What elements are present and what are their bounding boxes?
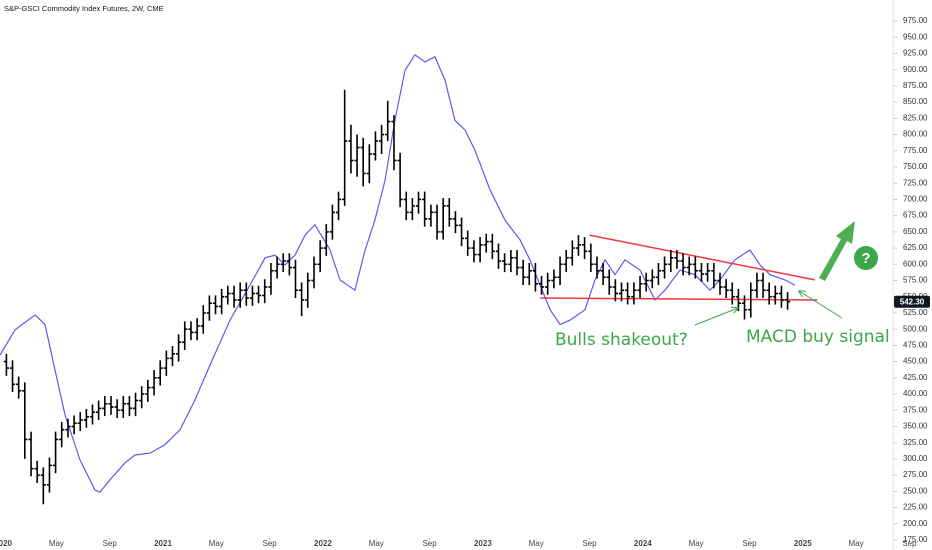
y-tick-label: 400.00 xyxy=(903,389,928,398)
y-tick-label: 975.00 xyxy=(903,16,928,25)
y-tick-label: 325.00 xyxy=(903,438,928,447)
plot-area xyxy=(0,53,818,505)
last-price-label: 542.30 xyxy=(900,297,925,306)
y-tick-label: 700.00 xyxy=(903,195,928,204)
y-tick-label: 775.00 xyxy=(903,146,928,155)
x-tick-label: May xyxy=(369,539,384,548)
y-tick-label: 475.00 xyxy=(903,340,928,349)
x-tick-label: 2023 xyxy=(474,539,492,548)
annotation-text: Bulls shakeout? xyxy=(555,330,688,350)
x-tick-label: May xyxy=(849,539,864,548)
x-tick-label: Sep xyxy=(902,539,917,548)
y-tick-label: 875.00 xyxy=(903,81,928,90)
y-tick-label: 925.00 xyxy=(903,49,928,58)
y-tick-label: 450.00 xyxy=(903,357,928,366)
question-mark: ? xyxy=(861,250,870,267)
x-tick-label: Sep xyxy=(263,539,278,548)
x-tick-label: May xyxy=(49,539,64,548)
x-tick-label: Sep xyxy=(422,539,437,548)
annotation-text: MACD buy signal xyxy=(746,327,890,347)
axes: 975.00 950.00 925.00 900.00 875.00 850.00 825.… xyxy=(0,16,930,548)
x-tick-label: May xyxy=(209,539,224,548)
y-tick-label: 175.00 xyxy=(903,535,928,544)
y-tick-label: 375.00 xyxy=(903,405,928,414)
y-tick-label: 900.00 xyxy=(903,65,928,74)
y-tick-label: 350.00 xyxy=(903,422,928,431)
x-tick-label: 2021 xyxy=(154,539,172,548)
y-tick-label: 600.00 xyxy=(903,259,928,268)
trendline xyxy=(589,234,815,281)
y-tick-label: 425.00 xyxy=(903,373,928,382)
x-tick-label: Sep xyxy=(582,539,597,548)
y-tick-label: 200.00 xyxy=(903,519,928,528)
y-tick-label: 650.00 xyxy=(903,227,928,236)
y-tick-label: 500.00 xyxy=(903,324,928,333)
y-tick-label: 725.00 xyxy=(903,178,928,187)
x-tick-label: 2024 xyxy=(634,539,652,548)
y-tick-label: 525.00 xyxy=(903,308,928,317)
x-tick-label: 2025 xyxy=(794,539,812,548)
last-price-tag xyxy=(894,295,930,308)
big-up-arrow xyxy=(819,221,855,281)
chart-title: S&P-GSCI Commodity Index Futures, 2W, CM… xyxy=(4,4,164,13)
y-tick-label: 300.00 xyxy=(903,454,928,463)
x-tick-label: May xyxy=(689,539,704,548)
y-tick-label: 625.00 xyxy=(903,243,928,252)
y-tick-label: 675.00 xyxy=(903,211,928,220)
y-tick-label: 575.00 xyxy=(903,276,928,285)
y-tick-label: 275.00 xyxy=(903,470,928,479)
x-tick-label: 2020 xyxy=(0,539,13,548)
y-tick-label: 850.00 xyxy=(903,97,928,106)
annotation-arrow xyxy=(694,308,738,326)
y-tick-label: 950.00 xyxy=(903,32,928,41)
y-tick-label: 750.00 xyxy=(903,162,928,171)
x-tick-label: May xyxy=(529,539,544,548)
trendline xyxy=(540,297,818,301)
annotation-arrow xyxy=(799,291,843,319)
x-tick-label: Sep xyxy=(103,539,118,548)
y-tick-label: 250.00 xyxy=(903,486,928,495)
y-tick-label: 800.00 xyxy=(903,130,928,139)
x-tick-label: 2022 xyxy=(314,539,332,548)
question-circle xyxy=(854,246,878,270)
x-tick-label: Sep xyxy=(742,539,757,548)
y-tick-label: 225.00 xyxy=(903,503,928,512)
y-tick-label: 825.00 xyxy=(903,113,928,122)
